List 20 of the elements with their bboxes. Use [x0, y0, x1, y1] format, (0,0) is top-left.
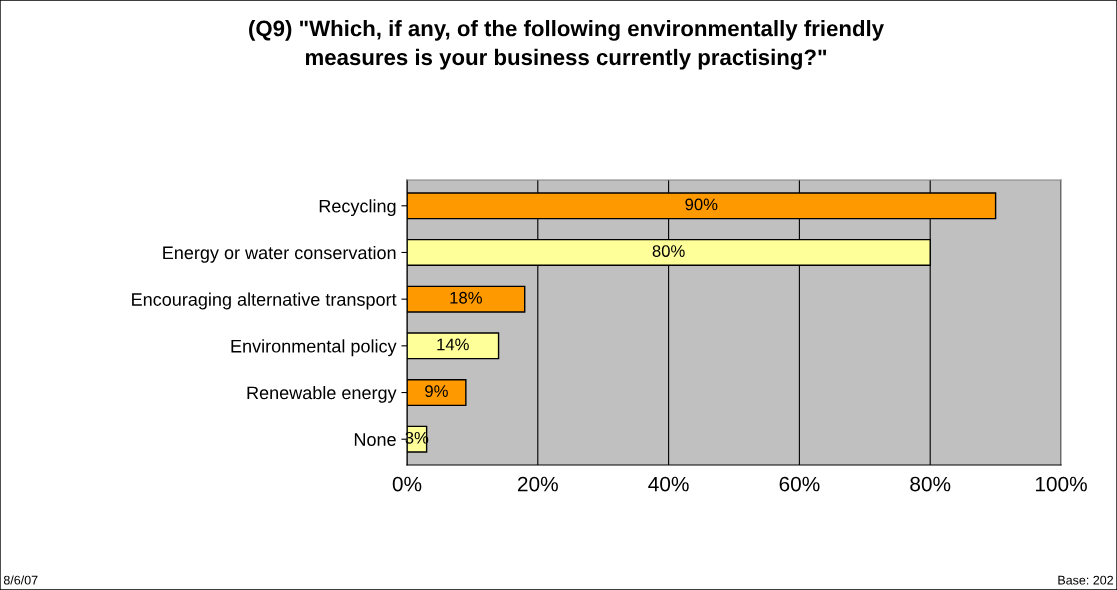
x-tick-label: 80%: [910, 476, 951, 492]
chart-title: (Q9) "Which, if any, of the following environmentally friendly measures is your business currently practising?": [249, 20, 884, 70]
x-tick-label: 20%: [518, 476, 558, 492]
data-label: 14%: [437, 338, 469, 351]
x-tick-label: 0%: [392, 476, 422, 492]
data-label: 90%: [685, 198, 718, 211]
y-tick-label: None: [354, 433, 396, 446]
y-tick-label: Energy or water conservation: [163, 245, 396, 263]
data-label: 80%: [652, 245, 685, 257]
y-tick-label: Renewable energy: [247, 385, 397, 403]
data-label: 18%: [450, 291, 482, 304]
data-label: 9%: [425, 385, 448, 397]
y-tick-label: Environmental policy: [231, 339, 397, 357]
text: 8/6/07: [3, 575, 38, 585]
x-tick-label: 60%: [779, 476, 820, 492]
y-tick-label: Recycling: [319, 199, 396, 217]
y-tick-label: Encouraging alternative transport: [132, 292, 397, 310]
x-tick-label: 100%: [1035, 476, 1087, 492]
text: Base: 202: [1058, 575, 1114, 585]
x-tick-label: 40%: [648, 476, 689, 492]
